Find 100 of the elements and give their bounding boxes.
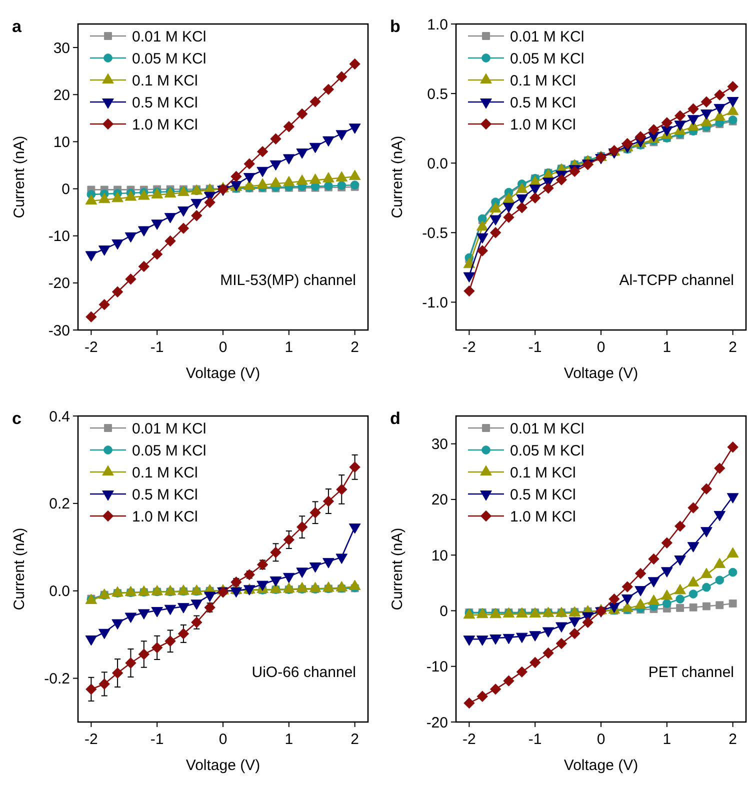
x-tick-label: -2 — [462, 731, 476, 748]
point — [349, 462, 360, 473]
point — [648, 553, 660, 564]
x-tick-label: 0 — [218, 339, 228, 356]
point — [283, 121, 294, 132]
x-tick-label: 0 — [218, 731, 228, 748]
point — [634, 598, 646, 609]
y-tick-label: 0.4 — [49, 408, 70, 426]
x-tick-label: -1 — [528, 339, 542, 356]
point — [621, 602, 634, 612]
y-tick-label: 10 — [431, 547, 448, 564]
x-tick-label: 1 — [284, 731, 294, 748]
point — [727, 442, 738, 453]
y-tick-label: 0.0 — [427, 155, 448, 172]
y-axis-title: Current (nA) — [11, 136, 28, 218]
point — [716, 601, 724, 610]
y-tick-label: 20 — [431, 492, 448, 509]
point — [336, 484, 348, 495]
y-tick-label: 30 — [431, 436, 448, 454]
point — [702, 602, 710, 610]
point — [138, 609, 150, 620]
y-tick-label: 10 — [53, 134, 70, 151]
y-tick-label: -1.0 — [422, 294, 448, 312]
x-tick-label: -1 — [528, 731, 542, 748]
y-tick-label: 0.0 — [49, 583, 70, 600]
point — [152, 642, 163, 654]
point — [243, 180, 256, 190]
y-tick-label: -0.2 — [44, 670, 70, 688]
point — [702, 582, 711, 592]
point — [256, 178, 268, 189]
x-axis-title: Voltage (V) — [564, 757, 638, 774]
point — [727, 81, 738, 92]
point — [322, 84, 334, 95]
legend-label: 0.05 M KCl — [132, 442, 206, 460]
point — [178, 603, 190, 614]
y-tick-label: 0 — [62, 181, 70, 198]
point — [714, 558, 726, 568]
x-tick-label: 0 — [596, 339, 606, 356]
point — [476, 690, 488, 702]
chart-title: c — [12, 409, 22, 428]
y-tick-label: -10 — [48, 228, 70, 246]
point — [635, 131, 646, 142]
point — [270, 576, 282, 587]
point — [310, 507, 321, 518]
point — [86, 311, 97, 322]
point — [648, 124, 660, 136]
point — [728, 568, 738, 577]
y-tick-label: -20 — [48, 275, 70, 292]
x-axis-title: Voltage (V) — [186, 365, 260, 382]
legend-label: 0.1 M KCl — [132, 72, 198, 90]
legend-label: 0.5 M KCl — [132, 486, 198, 504]
y-tick-label: -20 — [426, 714, 448, 732]
point — [503, 212, 514, 223]
point — [700, 96, 712, 108]
y-tick-label: 0.2 — [49, 496, 70, 513]
point — [490, 227, 502, 238]
point — [138, 260, 150, 272]
legend-label: 0.5 M KCl — [132, 94, 198, 112]
point — [124, 190, 137, 201]
x-axis-title: Voltage (V) — [186, 757, 260, 774]
x-tick-label: 1 — [284, 339, 294, 356]
point — [556, 638, 567, 650]
point — [230, 587, 242, 598]
point — [688, 502, 699, 514]
point — [464, 286, 475, 297]
y-tick-label: 30 — [53, 40, 70, 57]
point — [178, 222, 189, 234]
point — [529, 184, 541, 195]
point — [98, 192, 110, 204]
point — [125, 657, 136, 668]
point — [85, 635, 98, 646]
legend-label: 1.0 M KCl — [132, 116, 198, 134]
point — [608, 594, 620, 605]
legend-label: 0.5 M KCl — [510, 486, 576, 504]
legend-label: 0.01 M KCl — [132, 420, 206, 438]
point — [283, 534, 294, 546]
point — [700, 483, 712, 494]
point — [86, 684, 97, 695]
x-tick-label: -1 — [150, 731, 164, 748]
point — [700, 116, 712, 126]
point — [476, 245, 488, 256]
point — [230, 171, 242, 182]
point — [112, 619, 124, 630]
x-tick-label: 1 — [662, 731, 672, 748]
y-tick-label: 1.0 — [427, 16, 448, 34]
chart-title: a — [12, 17, 22, 36]
y-tick-label: -0.5 — [422, 224, 448, 242]
point — [464, 698, 475, 709]
point — [296, 568, 308, 578]
x-tick-label: -2 — [462, 339, 476, 356]
x-axis-title: Voltage (V) — [564, 365, 638, 382]
point — [503, 675, 514, 686]
y-tick-label: -10 — [426, 658, 448, 676]
point — [490, 215, 502, 226]
point — [530, 656, 541, 668]
point — [112, 668, 124, 679]
point — [516, 194, 528, 205]
point — [348, 524, 361, 534]
point — [164, 604, 176, 616]
legend-label: 0.1 M KCl — [510, 464, 576, 482]
